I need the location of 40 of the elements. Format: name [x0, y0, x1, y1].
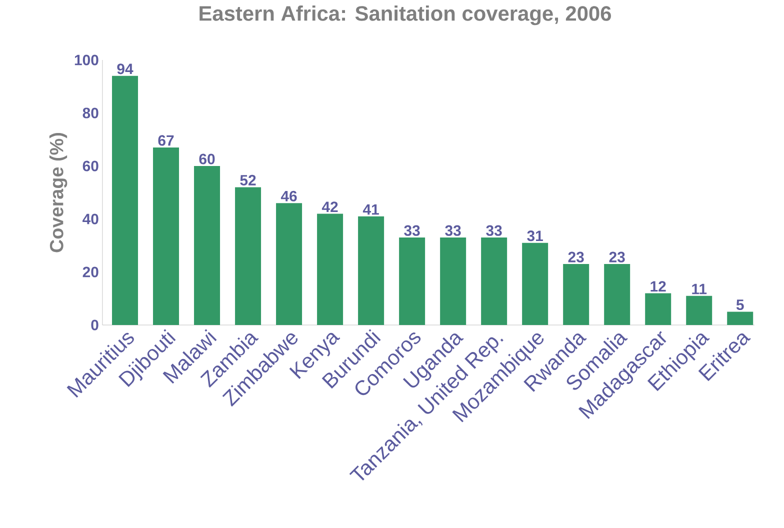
data-label: 11: [692, 284, 707, 294]
bar: [153, 147, 180, 325]
bar: [727, 312, 754, 325]
data-label: 23: [609, 252, 625, 262]
data-label: 33: [404, 225, 420, 236]
bar: [481, 238, 508, 325]
data-label: 94: [117, 64, 134, 74]
bar: [686, 296, 712, 325]
bar: [194, 166, 220, 325]
bar: [440, 238, 466, 325]
y-tick-label: 20: [82, 266, 98, 278]
bar: [235, 187, 262, 325]
bar: [317, 214, 344, 325]
y-tick-label: 60: [82, 160, 98, 172]
data-label: 42: [322, 202, 338, 212]
chart-title: Eastern Africa: Sanitation coverage, 2006: [200, 6, 611, 26]
data-label: 23: [568, 252, 584, 262]
y-tick-label: 80: [82, 108, 98, 118]
data-label: 60: [199, 154, 215, 164]
data-label: 33: [445, 225, 461, 236]
y-tick-label: 40: [82, 214, 98, 224]
data-label: 46: [280, 190, 297, 202]
y-tick-label: 100: [74, 54, 98, 66]
data-label: 31: [527, 230, 543, 242]
bar: [358, 216, 384, 325]
bar: [399, 238, 426, 325]
y-axis-title: Coverage (%): [49, 132, 68, 252]
data-label: 5: [736, 300, 744, 310]
data-label: 33: [486, 225, 502, 236]
bar: [112, 76, 138, 325]
bar: [522, 242, 548, 325]
data-label: 41: [362, 204, 379, 215]
bar: [563, 264, 590, 325]
bar: [604, 264, 630, 325]
bar: [276, 203, 302, 325]
data-label: 67: [158, 135, 174, 146]
y-tick-label: 0: [91, 320, 98, 330]
data-label: 12: [650, 281, 666, 292]
bar: [645, 293, 672, 325]
data-label: 52: [240, 174, 256, 186]
